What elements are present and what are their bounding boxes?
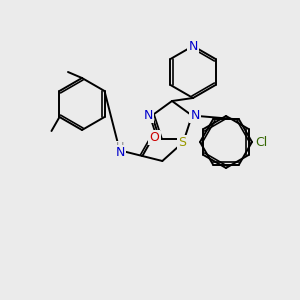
Text: O: O (149, 131, 159, 145)
Text: N: N (188, 40, 198, 52)
Text: N: N (143, 109, 153, 122)
Text: N: N (190, 109, 200, 122)
Text: Cl: Cl (255, 136, 267, 148)
Text: N: N (116, 146, 125, 160)
Text: S: S (178, 136, 186, 149)
Text: N: N (151, 133, 160, 146)
Text: H: H (116, 142, 124, 152)
